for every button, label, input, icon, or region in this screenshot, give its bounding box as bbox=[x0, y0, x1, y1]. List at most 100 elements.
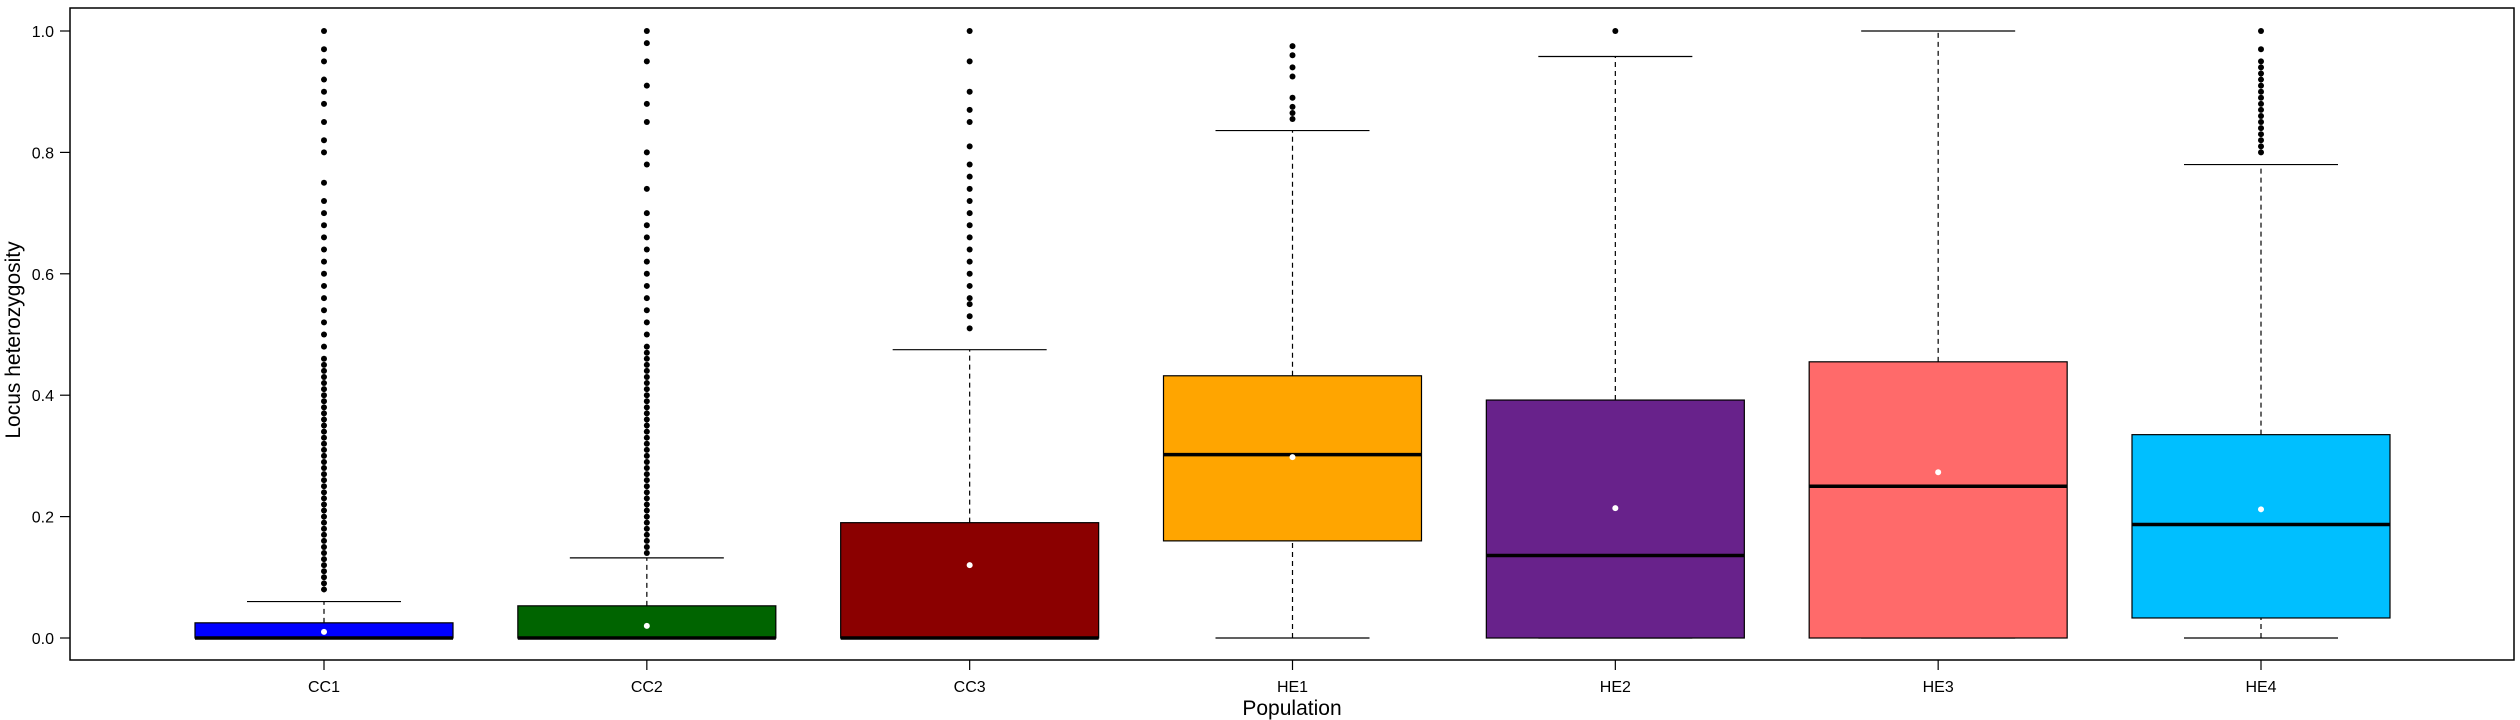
outlier-point bbox=[643, 525, 650, 532]
outlier-point bbox=[966, 143, 973, 150]
outlier-point bbox=[321, 525, 327, 532]
outlier-point bbox=[966, 301, 973, 308]
outlier-point bbox=[321, 179, 327, 186]
outlier-point bbox=[966, 325, 973, 332]
outlier-point bbox=[321, 367, 327, 374]
outlier-point bbox=[321, 28, 327, 34]
outlier-point bbox=[321, 507, 327, 514]
outlier-point bbox=[321, 556, 327, 563]
box-body bbox=[1808, 361, 2068, 639]
outlier-point bbox=[643, 355, 650, 362]
outlier-point bbox=[2258, 131, 2264, 138]
outlier-point bbox=[966, 173, 973, 180]
outlier-point bbox=[321, 100, 327, 107]
outlier-point bbox=[321, 428, 327, 435]
box-body bbox=[1485, 399, 1745, 639]
outlier-point bbox=[321, 258, 327, 265]
outlier-point bbox=[966, 106, 973, 113]
outlier-point bbox=[321, 270, 327, 277]
outlier-point bbox=[321, 46, 327, 53]
outlier-point bbox=[321, 562, 327, 569]
outlier-point bbox=[643, 185, 650, 192]
outlier-point bbox=[321, 307, 327, 314]
outlier-point bbox=[2258, 76, 2264, 83]
outlier-point bbox=[2258, 112, 2264, 119]
box-he2 bbox=[1485, 28, 1745, 639]
x-tick-label: HE1 bbox=[1277, 679, 1308, 696]
outlier-point bbox=[2258, 70, 2264, 77]
outlier-point bbox=[643, 380, 650, 387]
outlier-point bbox=[321, 319, 327, 326]
outlier-point bbox=[321, 380, 327, 387]
outlier-point bbox=[643, 367, 650, 374]
outlier-point bbox=[321, 137, 327, 144]
outlier-point bbox=[321, 416, 327, 423]
outlier-point bbox=[321, 373, 327, 380]
outlier-point bbox=[966, 210, 973, 217]
outlier-point bbox=[321, 88, 327, 95]
boxes-group bbox=[194, 28, 2391, 640]
outlier-point bbox=[2258, 64, 2264, 71]
outlier-point bbox=[966, 58, 973, 65]
mean-point bbox=[1612, 505, 1619, 512]
outlier-point bbox=[321, 477, 327, 484]
outlier-point bbox=[321, 501, 327, 508]
outlier-point bbox=[321, 537, 327, 544]
y-tick-label: 0.6 bbox=[32, 267, 54, 284]
outlier-point bbox=[1289, 73, 1296, 80]
outlier-point bbox=[643, 319, 650, 326]
box-cc1 bbox=[194, 28, 454, 640]
outlier-point bbox=[1612, 28, 1619, 34]
outlier-point bbox=[643, 210, 650, 217]
outlier-point bbox=[643, 471, 650, 478]
outlier-point bbox=[643, 331, 650, 338]
outlier-point bbox=[321, 210, 327, 217]
outlier-point bbox=[643, 428, 650, 435]
outlier-point bbox=[321, 331, 327, 338]
y-tick-label: 0.0 bbox=[32, 631, 54, 648]
outlier-point bbox=[2258, 143, 2264, 150]
outlier-point bbox=[643, 373, 650, 380]
outlier-point bbox=[643, 501, 650, 508]
outlier-point bbox=[643, 416, 650, 423]
y-tick-label: 1.0 bbox=[32, 24, 54, 41]
outlier-point bbox=[643, 258, 650, 265]
outlier-point bbox=[966, 119, 973, 126]
outlier-point bbox=[321, 222, 327, 229]
outlier-point bbox=[321, 282, 327, 289]
outlier-point bbox=[321, 343, 327, 350]
x-tick-label: HE2 bbox=[1600, 679, 1631, 696]
outlier-point bbox=[321, 452, 327, 459]
outlier-point bbox=[321, 404, 327, 411]
outlier-point bbox=[2258, 88, 2264, 95]
outlier-point bbox=[643, 550, 650, 557]
outlier-point bbox=[321, 483, 327, 490]
outlier-point bbox=[643, 343, 650, 350]
outlier-point bbox=[643, 446, 650, 453]
mean-point bbox=[643, 622, 650, 629]
outlier-point bbox=[643, 452, 650, 459]
outlier-point bbox=[643, 361, 650, 368]
outlier-point bbox=[966, 270, 973, 277]
outlier-point bbox=[321, 392, 327, 399]
x-axis-label: Population bbox=[1242, 697, 1341, 720]
outlier-point bbox=[321, 434, 327, 441]
outlier-point bbox=[321, 489, 327, 496]
outlier-point bbox=[643, 440, 650, 447]
outlier-point bbox=[643, 465, 650, 472]
outlier-point bbox=[643, 458, 650, 465]
outlier-point bbox=[2258, 94, 2264, 101]
x-tick-label: CC2 bbox=[631, 679, 663, 696]
outlier-point bbox=[321, 149, 327, 156]
outlier-point bbox=[643, 404, 650, 411]
mean-point bbox=[321, 628, 327, 635]
outlier-point bbox=[643, 489, 650, 496]
outlier-point bbox=[321, 495, 327, 502]
outlier-point bbox=[966, 222, 973, 229]
outlier-point bbox=[321, 446, 327, 453]
y-tick-label: 0.4 bbox=[32, 388, 54, 405]
outlier-point bbox=[321, 422, 327, 429]
outlier-point bbox=[321, 543, 327, 550]
outlier-point bbox=[1289, 94, 1296, 101]
outlier-point bbox=[321, 361, 327, 368]
